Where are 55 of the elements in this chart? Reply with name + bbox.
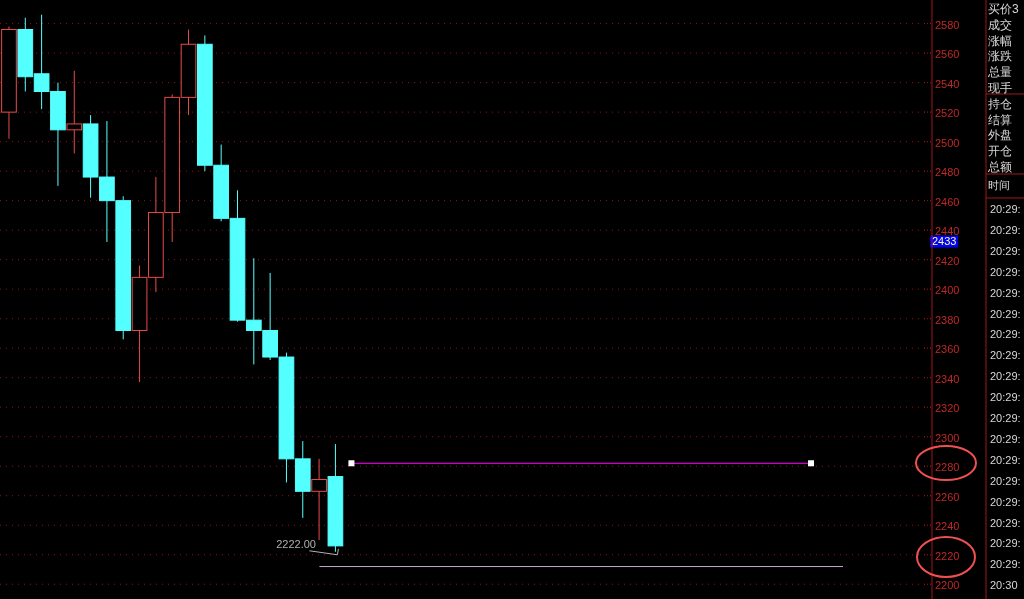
text: 20:29: [990,516,1021,529]
text: 20:29: [990,474,1021,487]
text: 总额 [987,160,1012,174]
y-tick-label: 2340 [935,372,960,385]
text: 涨跌 [988,49,1012,64]
y-tick-label: 2560 [935,48,960,61]
annotation: 2433 [932,235,957,248]
text: 20:29: [990,203,1021,215]
y-tick-label: 2460 [935,195,960,208]
candlestick [66,70,83,154]
text: 20:29: [990,223,1021,236]
text: 20:29: [990,453,1021,466]
y-tick-label: 2300 [935,431,960,444]
text: 结算 [988,112,1012,127]
text: 20:29: [990,412,1021,424]
y-tick-label: 2520 [935,107,960,120]
text: 20:29: [990,370,1021,383]
y-tick-label: 2540 [935,77,960,90]
text: 20:29: [990,495,1021,508]
y-tick-label: 2400 [935,284,960,297]
text: 时间 [988,179,1010,191]
text: 成交 [988,17,1012,32]
text: 20:30 [990,579,1018,592]
text: 20:29: [990,328,1021,341]
text: 外盘 [988,128,1012,143]
y-tick-label: 2200 [935,579,960,592]
y-tick-label: 2480 [935,166,960,179]
text: 买价3 [988,2,1019,16]
text: 持仓 [988,96,1012,111]
text: 涨幅 [988,33,1012,48]
text: 20:29: [990,432,1021,445]
y-tick-label: 2320 [935,402,960,415]
y-tick-label: 2220 [935,549,960,562]
candlestick [311,458,327,541]
text: 20:29: [990,349,1021,362]
y-tick-label: 2280 [935,461,960,474]
y-tick-label: 2440 [935,225,960,238]
text: 20:29: [990,558,1021,571]
y-tick-label: 2380 [935,313,960,326]
y-tick-label: 2260 [935,490,960,503]
y-tick-label: 2420 [935,254,960,267]
text: 现手 [988,81,1012,95]
text: 20:29: [990,391,1021,404]
text: 总量 [987,65,1012,80]
text: 20:29: [990,307,1021,320]
y-tick-label: 2500 [935,136,960,149]
y-tick-label: 2360 [935,343,960,356]
y-tick-label: 2580 [935,18,960,31]
text: 开仓 [988,144,1012,159]
annotation: 2222.00 [276,537,316,550]
text: 20:29: [990,537,1021,550]
y-tick-label: 2240 [935,520,960,533]
text: 20:29: [990,244,1021,257]
text: 20:29: [990,265,1021,278]
text: 20:29: [990,286,1021,299]
